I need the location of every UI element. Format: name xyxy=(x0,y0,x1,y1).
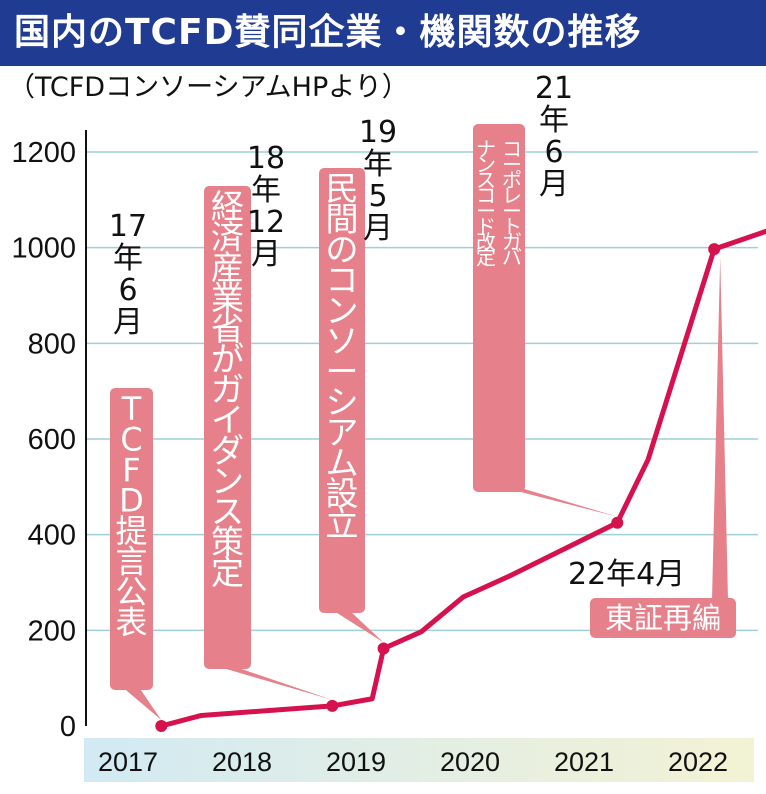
callout-box xyxy=(110,388,153,690)
y-tick-label: 1200 xyxy=(11,137,76,169)
callout-pointer xyxy=(505,488,618,517)
callout-pointer xyxy=(123,688,162,720)
date-label: 19 年 5 月 xyxy=(359,115,397,246)
callout-label: コーポレートガバナンスコード改定 xyxy=(476,137,522,270)
date-label: 22年4月 xyxy=(568,557,685,592)
callout-box xyxy=(590,598,736,638)
chart-subtitle: （TCFDコンソーシアムHPより） xyxy=(8,72,409,103)
y-tick-label: 1000 xyxy=(11,233,76,265)
callout-label: 経済産業省がガイダンス策定 xyxy=(211,187,244,592)
callout-box xyxy=(473,124,525,492)
x-axis-band xyxy=(84,738,754,782)
x-tick-label: 2020 xyxy=(440,747,500,777)
data-point xyxy=(377,642,390,655)
y-tick-label: 400 xyxy=(28,520,76,552)
x-tick-label: 2017 xyxy=(98,747,158,777)
data-point xyxy=(611,516,624,529)
data-point xyxy=(708,243,721,256)
data-point xyxy=(155,720,168,732)
callout-label: 民間のコンソーシアム設立 xyxy=(326,169,359,544)
date-label: 17 年 6 月 xyxy=(109,209,147,340)
data-point xyxy=(326,699,339,712)
x-tick-label: 2021 xyxy=(554,747,614,777)
callout-label: T C F D 提言公表 xyxy=(115,390,147,642)
date-label: 18 年 12 月 xyxy=(247,141,285,272)
callout-pointer xyxy=(712,257,728,600)
x-tick-label: 2022 xyxy=(668,747,728,777)
y-tick-label: 800 xyxy=(28,328,76,360)
title-bar xyxy=(0,0,766,66)
x-tick-label: 2019 xyxy=(326,747,386,777)
series-line xyxy=(158,228,766,729)
callout-pointer xyxy=(219,667,333,700)
callout-box xyxy=(204,186,251,669)
chart-title: 国内のTCFD賛同企業・機関数の推移 xyxy=(14,12,642,53)
callout-box xyxy=(319,168,365,613)
y-tick-label: 0 xyxy=(60,711,76,743)
x-tick-label: 2018 xyxy=(212,747,272,777)
callout-label: 東証再編 xyxy=(605,601,721,635)
y-tick-label: 200 xyxy=(28,615,76,647)
callout-pointer xyxy=(334,611,384,643)
date-label: 21 年 6 月 xyxy=(535,71,573,202)
y-tick-label: 600 xyxy=(28,424,76,456)
